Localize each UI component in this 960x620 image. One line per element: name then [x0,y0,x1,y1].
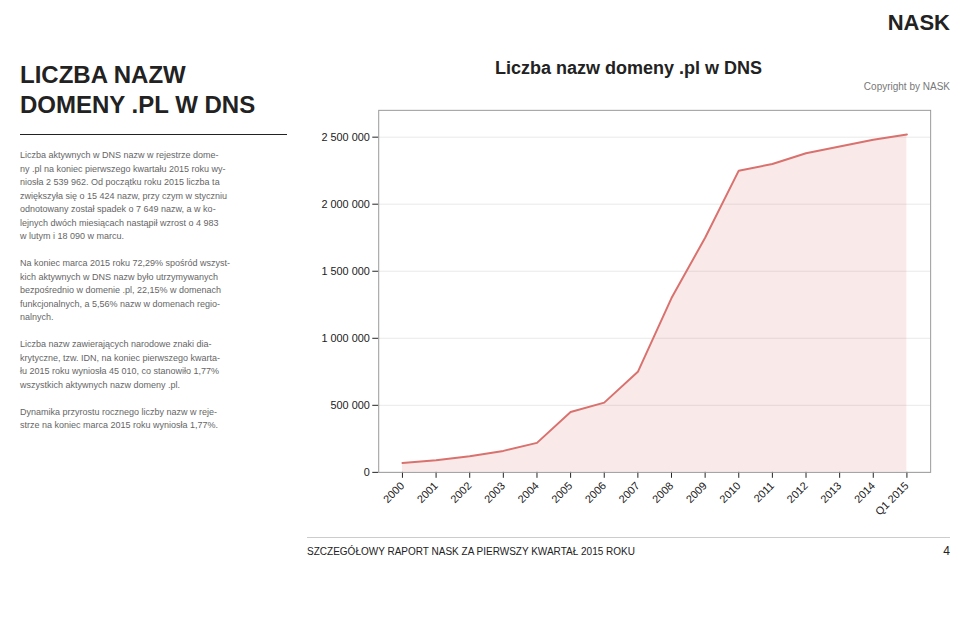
svg-text:2009: 2009 [683,479,709,505]
svg-text:2004: 2004 [515,479,541,505]
svg-text:2011: 2011 [751,479,776,504]
svg-text:1 500 000: 1 500 000 [321,265,369,277]
svg-text:500 000: 500 000 [331,399,370,411]
svg-text:2007: 2007 [616,479,642,505]
svg-text:2003: 2003 [482,479,508,505]
html-text:Copyright by NASK: Copyright by NASK [863,81,950,92]
svg-text:2006: 2006 [583,479,609,505]
svg-text:0: 0 [364,466,370,478]
html-text:DOMENY .PL W DNS: DOMENY .PL W DNS [20,91,256,118]
svg-text:Q1 2015: Q1 2015 [873,479,911,517]
svg-text:2 500 000: 2 500 000 [321,131,369,143]
html-text:4: 4 [943,544,950,559]
svg-text:2014: 2014 [852,479,878,505]
svg-text:2008: 2008 [650,479,676,505]
svg-text:2001: 2001 [414,479,440,505]
html-text:SZCZEGÓŁOWY RAPORT NASK ZA PIE: SZCZEGÓŁOWY RAPORT NASK ZA PIERWSZY KWAR… [307,546,635,558]
svg-text:1 000 000: 1 000 000 [321,332,369,344]
html-text:NASK: NASK [887,10,950,35]
svg-text:2010: 2010 [717,479,743,505]
svg-text:2005: 2005 [549,479,575,505]
svg-text:2013: 2013 [818,479,844,505]
html-text:LICZBA NAZW: LICZBA NAZW [20,61,186,88]
html-text:Liczba aktywnych w DNS nazw w: Liczba aktywnych w DNS nazw w rejestrze … [20,150,231,430]
svg-text:2012: 2012 [784,479,810,505]
svg-text:2000: 2000 [381,479,407,505]
html-text:Liczba nazw domeny .pl w DNS: Liczba nazw domeny .pl w DNS [495,58,762,78]
svg-text:2002: 2002 [448,479,474,505]
svg-text:2 000 000: 2 000 000 [321,198,369,210]
